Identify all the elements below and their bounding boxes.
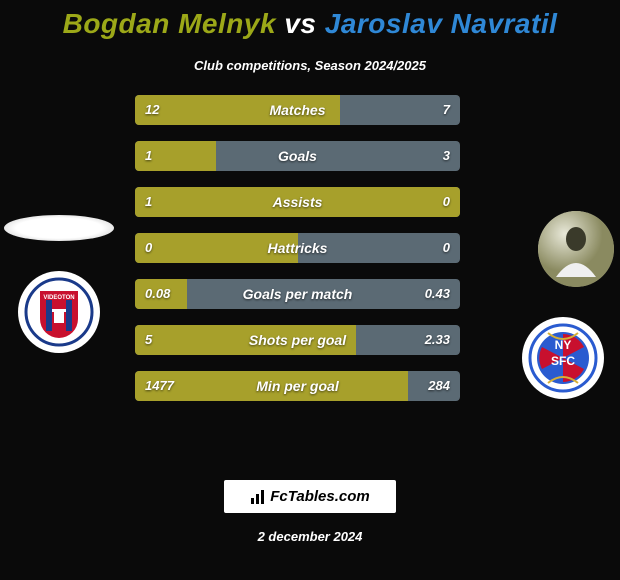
subtitle: Club competitions, Season 2024/2025 (0, 58, 620, 73)
player-silhouette-icon (538, 211, 614, 287)
header: Bogdan Melnyk vs Jaroslav Navratil Club … (0, 0, 620, 73)
stat-value-right: 2.33 (425, 325, 450, 355)
stat-label: Shots per goal (135, 325, 460, 355)
fctables-badge: FcTables.com (224, 480, 395, 513)
stat-bars: Matches127Goals13Assists10Hattricks00Goa… (135, 95, 460, 417)
svg-text:SFC: SFC (551, 354, 575, 368)
stat-value-right: 7 (443, 95, 450, 125)
stat-value-right: 284 (428, 371, 450, 401)
stat-value-right: 0 (443, 187, 450, 217)
player1-name: Bogdan Melnyk (63, 8, 276, 39)
brand-text: FcTables.com (270, 488, 369, 505)
stat-label: Goals (135, 141, 460, 171)
stat-value-left: 5 (145, 325, 152, 355)
player2-photo (538, 211, 614, 287)
stat-value-left: 1477 (145, 371, 174, 401)
player1-photo (4, 215, 114, 241)
date-text: 2 december 2024 (0, 529, 620, 544)
player2-club-crest: NY SFC (522, 317, 604, 399)
stat-label: Assists (135, 187, 460, 217)
stat-row: Goals per match0.08 0.43 (135, 279, 460, 309)
svg-text:NY: NY (555, 338, 572, 352)
nyiregyhaza-crest-icon: NY SFC (528, 323, 598, 393)
stat-value-left: 0 (145, 233, 152, 263)
comparison-chart: VIDEOTON NY SFC Matches127Goals13Assists… (0, 95, 620, 425)
stat-value-left: 12 (145, 95, 159, 125)
stat-label: Goals per match (135, 279, 460, 309)
stat-value-right: 3 (443, 141, 450, 171)
stat-row: Shots per goal5 2.33 (135, 325, 460, 355)
bars-icon (250, 490, 266, 504)
stat-row: Hattricks0 0 (135, 233, 460, 263)
stat-value-left: 1 (145, 141, 152, 171)
stat-row: Goals1 3 (135, 141, 460, 171)
stat-row: Matches12 7 (135, 95, 460, 125)
stat-label: Hattricks (135, 233, 460, 263)
stat-value-left: 1 (145, 187, 152, 217)
player2-name: Jaroslav Navratil (325, 8, 558, 39)
svg-text:VIDEOTON: VIDEOTON (43, 295, 74, 301)
stat-label: Matches (135, 95, 460, 125)
stat-value-right: 0 (443, 233, 450, 263)
stat-row: Assists1 0 (135, 187, 460, 217)
player1-club-crest: VIDEOTON (18, 271, 100, 353)
stat-label: Min per goal (135, 371, 460, 401)
stat-value-left: 0.08 (145, 279, 170, 309)
stat-row: Min per goal1477 284 (135, 371, 460, 401)
footer: FcTables.com 2 december 2024 (0, 480, 620, 544)
videoton-crest-icon: VIDEOTON (24, 277, 94, 347)
stat-value-right: 0.43 (425, 279, 450, 309)
title: Bogdan Melnyk vs Jaroslav Navratil (0, 8, 620, 40)
vs-text: vs (284, 8, 316, 39)
